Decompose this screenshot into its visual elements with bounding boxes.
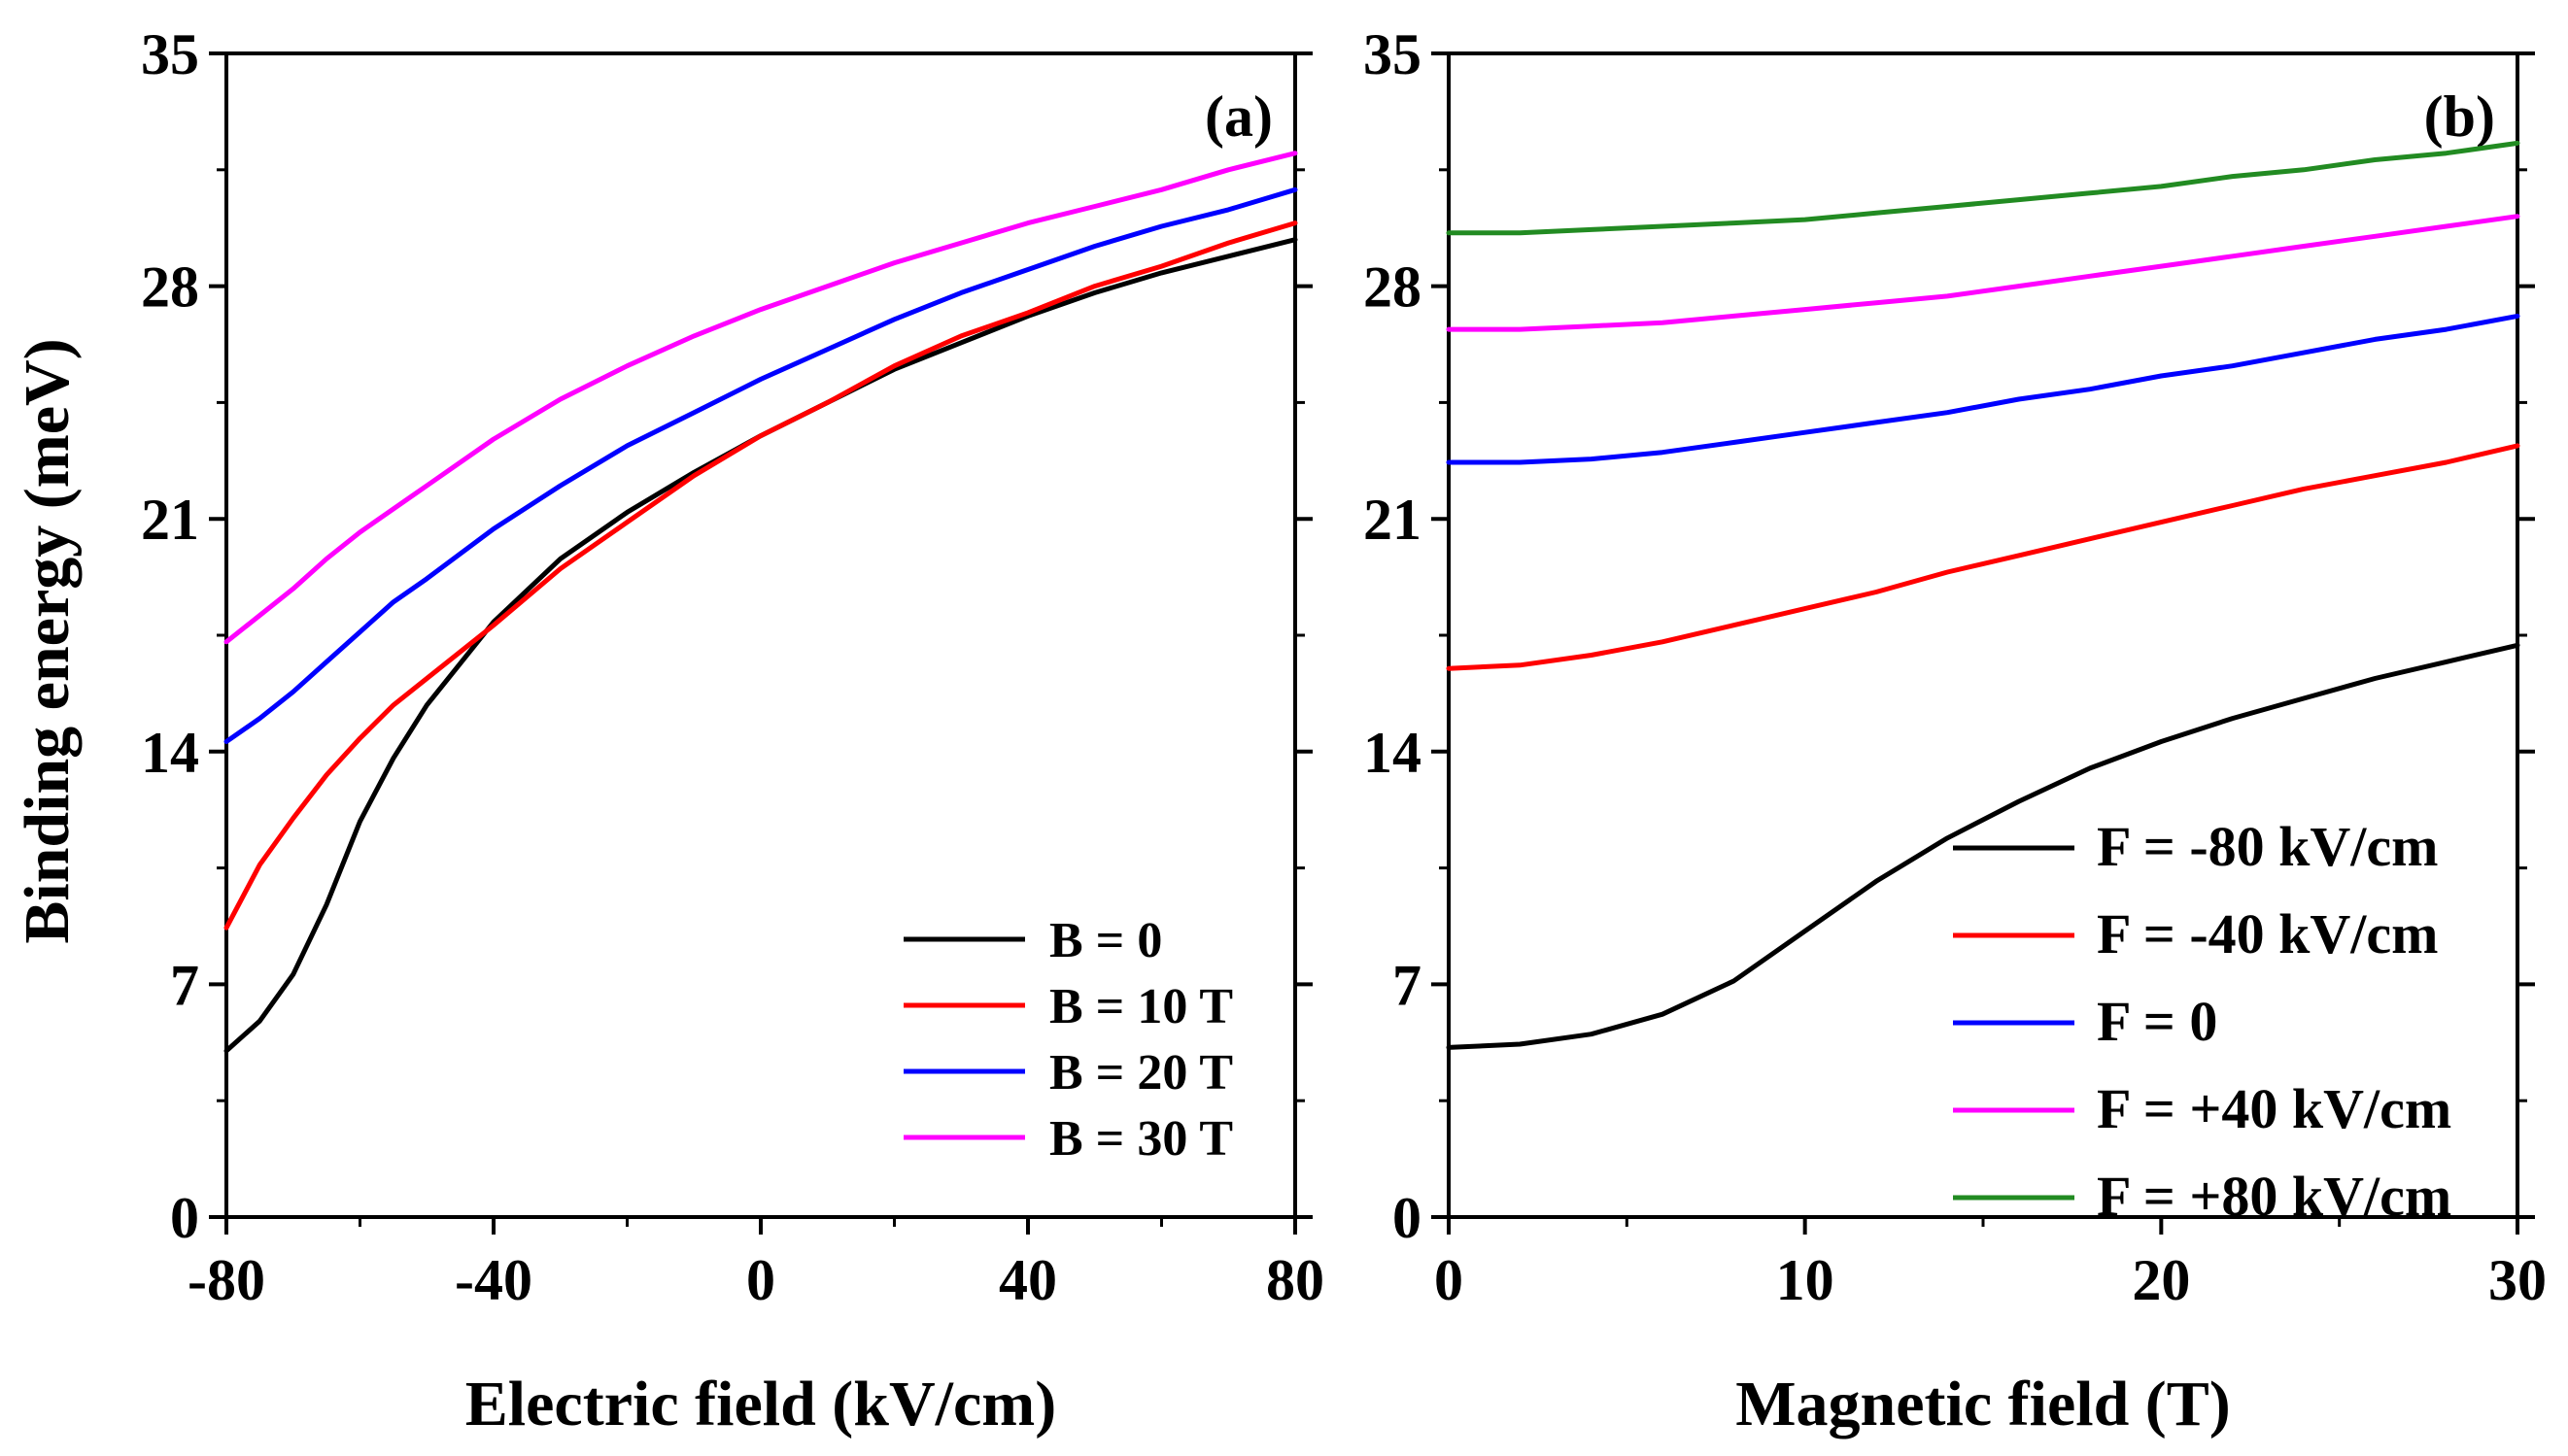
y-tick-label: 21 (1363, 488, 1421, 552)
x-tick-label: 30 (2488, 1248, 2547, 1312)
y-tick-label: 35 (1363, 22, 1421, 86)
series-line-4 (1446, 214, 2520, 332)
x-tick-label: 0 (746, 1248, 775, 1312)
series-line-4 (223, 151, 1298, 645)
x-tick-label: 20 (2132, 1248, 2190, 1312)
panel-label: (b) (2424, 85, 2495, 149)
legend: B = 0 B = 10 T B = 20 T B = 30 T (904, 913, 1233, 1167)
y-tick-label: 21 (141, 488, 199, 552)
legend-label: F = -40 kV/cm (2097, 902, 2438, 965)
legend-label: B = 10 T (1049, 979, 1233, 1034)
legend-label: F = 0 (2097, 990, 2217, 1053)
x-tick-label: 40 (999, 1248, 1057, 1312)
x-tick-label: 10 (1776, 1248, 1834, 1312)
x-tick-label: -80 (188, 1248, 265, 1312)
legend-label: F = -80 kV/cm (2097, 815, 2438, 878)
legend: F = -80 kV/cm F = -40 kV/cm F = 0 F = +40 k… (1953, 815, 2451, 1228)
plot-frame (224, 51, 1297, 1219)
y-tick-label: 7 (1392, 953, 1421, 1017)
panel-label: (a) (1205, 85, 1273, 149)
x-axis-title: Magnetic field (T) (1735, 1369, 2231, 1439)
x-tick-label: 0 (1434, 1248, 1463, 1312)
y-tick-label: 28 (141, 255, 199, 320)
legend-label: B = 0 (1049, 913, 1162, 968)
y-tick-label: 35 (141, 22, 199, 86)
series-line-1 (1446, 642, 2520, 1050)
series-line-1 (223, 237, 1298, 1054)
y-tick-label: 0 (170, 1186, 199, 1250)
y-tick-label: 0 (1392, 1186, 1421, 1250)
x-tick-label: 80 (1266, 1248, 1324, 1312)
legend-label: B = 20 T (1049, 1045, 1233, 1100)
legend-label: F = +80 kV/cm (2097, 1165, 2451, 1228)
panel-b: 0 7 14 21 28 35 0 10 20 30 Magnetic field (T) (b) F … (1363, 22, 2547, 1439)
panel-a: 0 7 14 21 28 35 -80 -40 0 40 80 Electric field (kV/… (141, 22, 1324, 1439)
series-line-2 (1446, 443, 2520, 671)
y-tick-label: 28 (1363, 255, 1421, 320)
y-tick-label: 14 (141, 721, 199, 785)
y-axis-title: Binding energy (meV) (12, 338, 83, 943)
y-tick-label: 7 (170, 953, 199, 1017)
y-tick-label: 14 (1363, 721, 1421, 785)
x-tick-label: -40 (455, 1248, 532, 1312)
series-line-3 (1446, 313, 2520, 465)
series-line-3 (223, 186, 1298, 744)
x-axis-title: Electric field (kV/cm) (465, 1369, 1056, 1439)
legend-label: B = 30 T (1049, 1111, 1233, 1167)
legend-label: F = +40 kV/cm (2097, 1077, 2451, 1140)
series-line-2 (223, 220, 1298, 931)
series-line-5 (1446, 140, 2520, 236)
